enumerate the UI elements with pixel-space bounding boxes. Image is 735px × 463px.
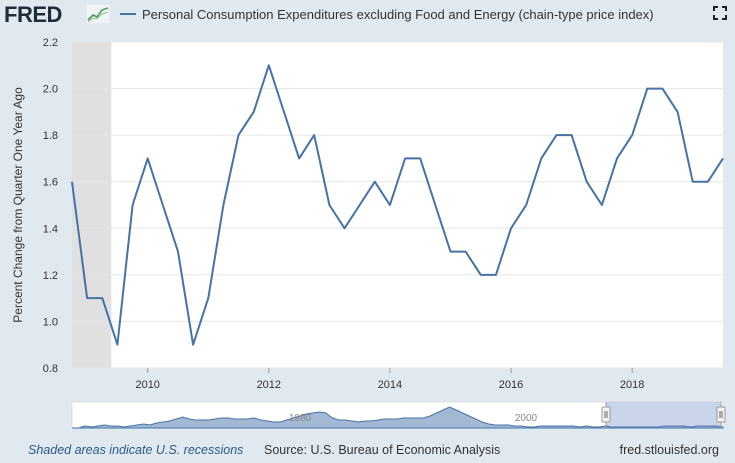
data-point[interactable] xyxy=(160,203,165,208)
data-point[interactable] xyxy=(221,203,226,208)
y-tick-label: 0.8 xyxy=(43,363,58,375)
data-point[interactable] xyxy=(584,179,589,184)
recession-shade xyxy=(72,42,112,368)
data-point[interactable] xyxy=(281,109,286,114)
x-tick-label: 2012 xyxy=(257,379,281,391)
navigator-year-label: 1980 xyxy=(289,413,312,424)
data-point[interactable] xyxy=(721,156,726,161)
data-point[interactable] xyxy=(599,203,604,208)
fred-logo-chart-icon xyxy=(86,4,110,24)
data-point[interactable] xyxy=(675,109,680,114)
data-point[interactable] xyxy=(705,179,710,184)
y-tick-label: 1.6 xyxy=(43,177,58,189)
y-tick-label: 2.0 xyxy=(43,84,58,96)
data-point[interactable] xyxy=(266,63,271,68)
data-point[interactable] xyxy=(645,86,650,91)
y-tick-label: 1.0 xyxy=(43,316,58,328)
y-tick-label: 1.2 xyxy=(43,270,58,282)
data-point[interactable] xyxy=(433,203,438,208)
data-point[interactable] xyxy=(175,249,180,254)
data-point[interactable] xyxy=(115,342,120,347)
x-tick-label: 2010 xyxy=(135,379,159,391)
chart-header: FRED Personal Consumption Expenditures e… xyxy=(0,0,735,30)
data-point[interactable] xyxy=(100,296,105,301)
data-point[interactable] xyxy=(297,156,302,161)
navigator-selection[interactable] xyxy=(606,402,721,428)
data-point[interactable] xyxy=(509,226,514,231)
navigator-right-handle[interactable] xyxy=(716,406,726,423)
data-point[interactable] xyxy=(191,342,196,347)
line-chart: 0.8 1.0 1.2 1.4 1.6 1.8 2.0 2.2 2010 2012 2014 2016… xyxy=(11,37,726,429)
data-point[interactable] xyxy=(145,156,150,161)
data-point[interactable] xyxy=(342,226,347,231)
plot-area xyxy=(72,42,723,368)
legend-series-name: Personal Consumption Expenditures exclud… xyxy=(142,6,654,22)
data-point[interactable] xyxy=(554,133,559,138)
data-point[interactable] xyxy=(660,86,665,91)
data-point[interactable] xyxy=(418,156,423,161)
data-point[interactable] xyxy=(524,203,529,208)
y-tick-label: 1.4 xyxy=(43,223,58,235)
data-point[interactable] xyxy=(251,109,256,114)
data-point[interactable] xyxy=(569,133,574,138)
data-point[interactable] xyxy=(70,179,75,184)
fred-logo: FRED xyxy=(4,2,62,27)
site-link[interactable]: fred.stlouisfed.org xyxy=(619,443,719,457)
navigator-year-label: 2000 xyxy=(515,413,538,424)
data-point[interactable] xyxy=(448,249,453,254)
data-point[interactable] xyxy=(478,272,483,277)
data-point[interactable] xyxy=(130,203,135,208)
data-point[interactable] xyxy=(372,179,377,184)
series-line xyxy=(71,64,724,346)
data-point[interactable] xyxy=(493,272,498,277)
source-note: Source: U.S. Bureau of Economic Analysis xyxy=(264,443,501,457)
data-point[interactable] xyxy=(690,179,695,184)
recession-note[interactable]: Shaded areas indicate U.S. recessions xyxy=(28,443,244,457)
data-point[interactable] xyxy=(463,249,468,254)
data-point[interactable] xyxy=(539,156,544,161)
data-point[interactable] xyxy=(403,156,408,161)
data-point[interactable] xyxy=(236,133,241,138)
data-point[interactable] xyxy=(327,203,332,208)
legend-line-swatch xyxy=(120,13,136,15)
fullscreen-icon[interactable] xyxy=(713,6,727,20)
chart-legend[interactable]: Personal Consumption Expenditures exclud… xyxy=(120,6,654,22)
data-point[interactable] xyxy=(357,203,362,208)
data-point[interactable] xyxy=(206,296,211,301)
x-tick-label: 2014 xyxy=(378,379,402,391)
y-tick-label: 1.8 xyxy=(43,130,58,142)
navigator-left-handle[interactable] xyxy=(601,406,611,423)
data-point[interactable] xyxy=(615,156,620,161)
x-tick-label: 2018 xyxy=(620,379,644,391)
data-point[interactable] xyxy=(312,133,317,138)
y-tick-label: 2.2 xyxy=(43,37,58,49)
data-point[interactable] xyxy=(85,296,90,301)
x-tick-label: 2016 xyxy=(499,379,523,391)
navigator-series xyxy=(72,406,724,429)
data-point[interactable] xyxy=(387,203,392,208)
data-point[interactable] xyxy=(630,133,635,138)
y-axis-label: Percent Change from Quarter One Year Ago xyxy=(11,87,25,323)
